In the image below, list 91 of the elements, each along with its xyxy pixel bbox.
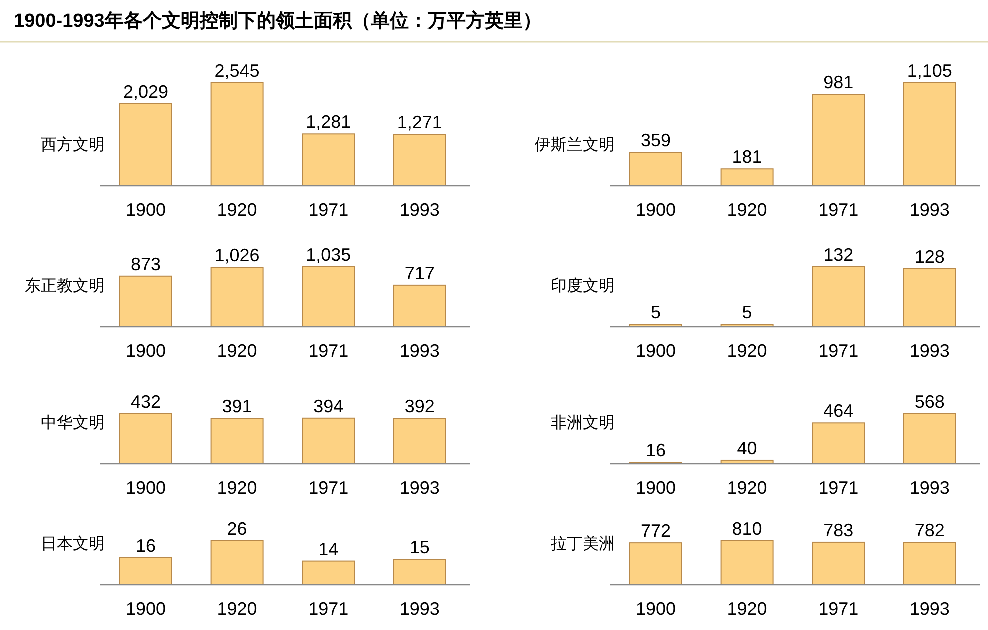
data-label: 391 [222, 396, 252, 417]
data-label: 810 [732, 519, 762, 539]
x-tick-label: 1920 [727, 599, 768, 619]
data-label: 394 [314, 396, 344, 416]
data-label: 132 [824, 245, 854, 265]
x-tick-label: 1993 [400, 341, 440, 361]
data-label: 26 [227, 519, 248, 539]
bar [720, 168, 774, 186]
data-label: 1,035 [306, 245, 352, 265]
data-label: 359 [640, 130, 672, 151]
data-label: 981 [824, 72, 854, 93]
x-tick-label: 1971 [308, 599, 349, 619]
data-label: 464 [824, 401, 854, 422]
bar [630, 152, 682, 186]
y-axis-title: 日本文明 [41, 535, 105, 553]
bar [302, 266, 356, 328]
x-tick-label: 1971 [308, 341, 349, 361]
data-label: 2,545 [214, 61, 260, 81]
x-tick-label: 1971 [818, 341, 859, 361]
y-axis-title: 西方文明 [41, 136, 105, 154]
data-label: 432 [130, 392, 162, 412]
x-tick-label: 1900 [126, 341, 166, 361]
data-label: 2,029 [123, 82, 169, 102]
y-axis-title: 中华文明 [41, 414, 105, 432]
data-label: 1,271 [397, 112, 442, 133]
bar [210, 267, 264, 328]
x-tick-label: 1900 [126, 478, 166, 498]
data-label: 16 [136, 536, 156, 556]
bar [302, 560, 356, 586]
x-tick-label: 1993 [910, 200, 950, 220]
data-label: 5 [650, 302, 662, 323]
chart-title: 1900-1993年各个文明控制下的领土面积（单位：万平方英里） [14, 10, 542, 32]
x-tick-label: 1993 [400, 200, 440, 220]
data-label: 128 [914, 246, 945, 267]
y-axis-title: 非洲文明 [551, 414, 615, 432]
data-label: 40 [737, 438, 758, 458]
x-tick-label: 1900 [636, 478, 676, 498]
bar [120, 276, 172, 328]
data-label: 783 [824, 520, 854, 540]
data-label: 1,281 [306, 112, 352, 132]
data-label: 568 [914, 392, 945, 412]
bar [302, 134, 356, 186]
bar [903, 82, 956, 186]
x-tick-label: 1920 [217, 341, 258, 361]
x-tick-label: 1971 [818, 200, 859, 220]
data-label: 14 [318, 539, 339, 560]
x-tick-label: 1920 [217, 599, 258, 619]
x-tick-label: 1971 [308, 478, 349, 498]
y-axis-title: 伊斯兰文明 [535, 136, 615, 154]
x-tick-label: 1993 [910, 599, 950, 619]
x-tick-label: 1900 [636, 200, 676, 220]
y-axis-title: 东正教文明 [25, 277, 105, 295]
data-label: 717 [404, 263, 435, 284]
bar [210, 540, 264, 586]
x-tick-label: 1900 [636, 599, 676, 619]
data-label: 5 [742, 302, 752, 323]
y-axis-title: 拉丁美洲 [551, 535, 615, 553]
data-label: 1,026 [214, 246, 260, 266]
x-tick-label: 1920 [727, 341, 768, 361]
x-tick-label: 1920 [727, 200, 768, 220]
data-label: 873 [130, 254, 162, 274]
x-tick-label: 1920 [217, 478, 258, 498]
data-label: 15 [410, 538, 430, 558]
data-label: 16 [646, 440, 666, 461]
x-tick-label: 1920 [727, 478, 768, 498]
x-tick-label: 1993 [400, 599, 440, 619]
data-label: 392 [404, 396, 435, 417]
data-label: 772 [640, 521, 672, 542]
bar [393, 284, 446, 328]
x-tick-label: 1900 [126, 200, 166, 220]
bar [120, 103, 172, 186]
x-tick-label: 1993 [910, 341, 950, 361]
x-tick-label: 1920 [217, 200, 258, 220]
x-tick-label: 1900 [636, 341, 676, 361]
x-tick-label: 1971 [818, 599, 859, 619]
bar [812, 422, 866, 464]
bar [393, 559, 446, 586]
bar [903, 414, 956, 464]
bar [210, 82, 264, 186]
bar [812, 94, 866, 186]
data-label: 181 [732, 147, 762, 168]
bar [393, 134, 446, 186]
y-axis-title: 印度文明 [551, 277, 615, 295]
x-tick-label: 1971 [308, 200, 349, 220]
bar [120, 557, 172, 586]
x-tick-label: 1993 [400, 478, 440, 498]
data-label: 1,105 [907, 61, 952, 81]
x-tick-label: 1971 [818, 478, 859, 498]
x-tick-label: 1900 [126, 599, 166, 619]
x-tick-label: 1993 [910, 478, 950, 498]
data-label: 782 [914, 520, 945, 541]
